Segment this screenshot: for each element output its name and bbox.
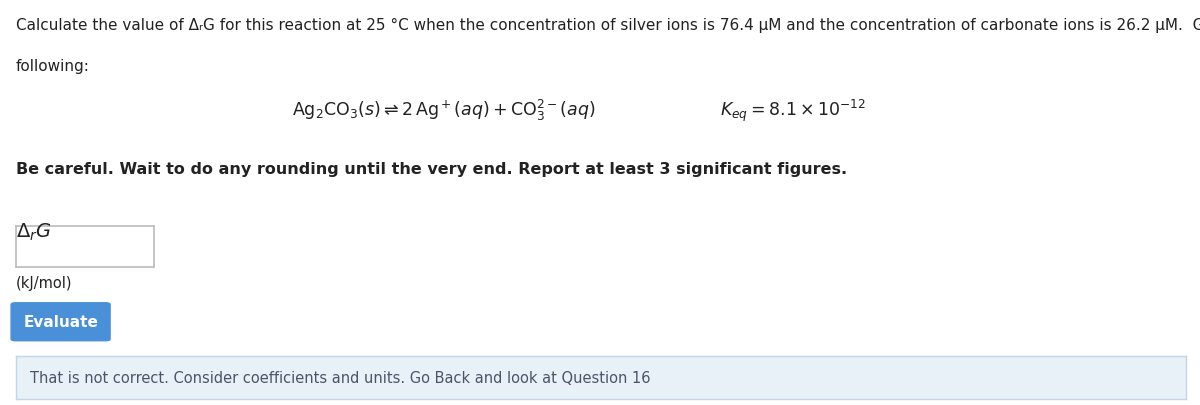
Text: $\mathrm{Ag_2CO_3}(s) \rightleftharpoons 2\,\mathrm{Ag^+}(aq) + \mathrm{CO_3^{2-: $\mathrm{Ag_2CO_3}(s) \rightleftharpoons… — [293, 97, 595, 122]
Text: That is not correct. Consider coefficients and units. Go Back and look at Questi: That is not correct. Consider coefficien… — [30, 370, 650, 385]
Text: (kJ/mol): (kJ/mol) — [16, 275, 72, 290]
Text: $\Delta_r G$: $\Delta_r G$ — [16, 221, 52, 242]
Text: Be careful. Wait to do any rounding until the very end. Report at least 3 signif: Be careful. Wait to do any rounding unti… — [16, 162, 847, 177]
FancyBboxPatch shape — [11, 303, 110, 341]
Text: $K_{eq} = 8.1 \times 10^{-12}$: $K_{eq} = 8.1 \times 10^{-12}$ — [720, 97, 866, 124]
Text: Evaluate: Evaluate — [23, 314, 98, 329]
Text: following:: following: — [16, 59, 90, 74]
Text: Calculate the value of ΔᵣG for this reaction at 25 °C when the concentration of : Calculate the value of ΔᵣG for this reac… — [16, 18, 1200, 33]
